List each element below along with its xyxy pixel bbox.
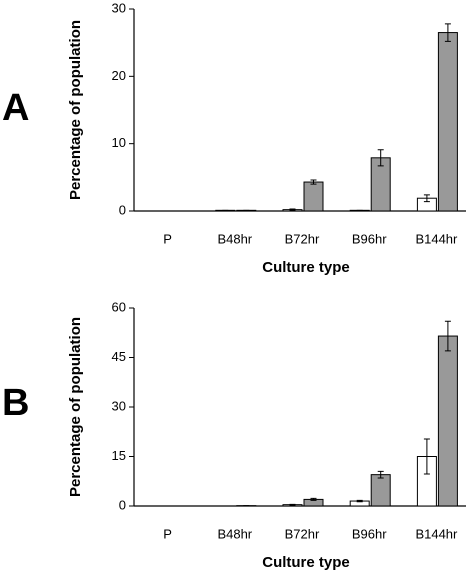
- y-tick-label: 20: [112, 68, 126, 83]
- error-bar: [310, 179, 317, 185]
- x-tick-label: B48hr: [217, 231, 252, 246]
- x-tick-label: P: [163, 231, 172, 246]
- error-bar: [310, 497, 317, 501]
- y-tick-label: 0: [119, 497, 126, 512]
- error-bar: [356, 499, 363, 503]
- y-tick-label: 15: [112, 448, 126, 463]
- x-axis-label: Culture type: [262, 259, 350, 276]
- panel-label: B: [2, 382, 29, 424]
- bar: [303, 181, 324, 212]
- y-tick-label: 0: [119, 202, 126, 217]
- bar: [370, 474, 391, 507]
- x-tick-label: B144hr: [415, 526, 458, 541]
- y-tick-label: 30: [112, 398, 126, 413]
- y-tick-label: 30: [112, 0, 126, 15]
- error-bar: [444, 320, 451, 352]
- x-tick-label: B144hr: [415, 231, 458, 246]
- error-bar: [423, 194, 430, 203]
- x-tick-label: B72hr: [285, 526, 320, 541]
- x-tick-label: B96hr: [352, 231, 387, 246]
- error-bar: [444, 23, 451, 42]
- error-bar: [423, 438, 430, 475]
- y-tick-label: 10: [112, 135, 126, 150]
- error-bar: [377, 149, 384, 167]
- x-tick-label: B96hr: [352, 526, 387, 541]
- panel-label: A: [2, 87, 29, 129]
- bar: [437, 335, 458, 507]
- x-tick-label: B48hr: [217, 526, 252, 541]
- x-tick-label: B72hr: [285, 231, 320, 246]
- x-axis-label: Culture type: [262, 554, 350, 571]
- x-tick-label: P: [163, 526, 172, 541]
- y-tick-label: 60: [112, 299, 126, 314]
- error-bar: [289, 208, 296, 211]
- error-bar: [377, 470, 384, 479]
- bar: [437, 32, 458, 212]
- y-axis-label: Percentage of population: [67, 317, 84, 497]
- error-bar: [289, 503, 296, 506]
- y-tick-label: 45: [112, 349, 126, 364]
- y-axis-label: Percentage of population: [67, 20, 84, 200]
